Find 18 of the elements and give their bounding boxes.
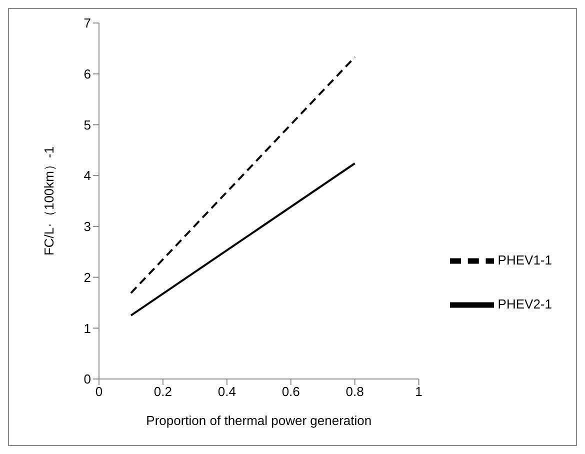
y-tick-label: 5 (84, 117, 91, 132)
y-tick-label: 6 (84, 66, 91, 82)
y-axis-title: FC/L·（100km）-1 (42, 146, 57, 256)
x-tick-label: 0.2 (154, 384, 172, 400)
y-tick-label: 0 (84, 372, 91, 387)
legend-label: PHEV1-1 (498, 252, 552, 268)
x-tick-label: 1 (415, 384, 422, 400)
x-tick-label: 0.6 (282, 384, 300, 400)
x-axis-title: Proportion of thermal power generation (146, 413, 372, 428)
legend-label: PHEV2-1 (498, 296, 552, 312)
x-tick-label: 0.4 (218, 384, 236, 400)
y-tick-label: 2 (84, 270, 91, 285)
y-tick-label: 4 (84, 168, 91, 184)
y-tick-label: 1 (84, 320, 91, 336)
x-tick-label: 0 (95, 384, 103, 400)
x-tick-label: 0.8 (346, 384, 364, 400)
y-tick-label: 3 (84, 219, 91, 234)
y-tick-label: 7 (84, 16, 91, 31)
